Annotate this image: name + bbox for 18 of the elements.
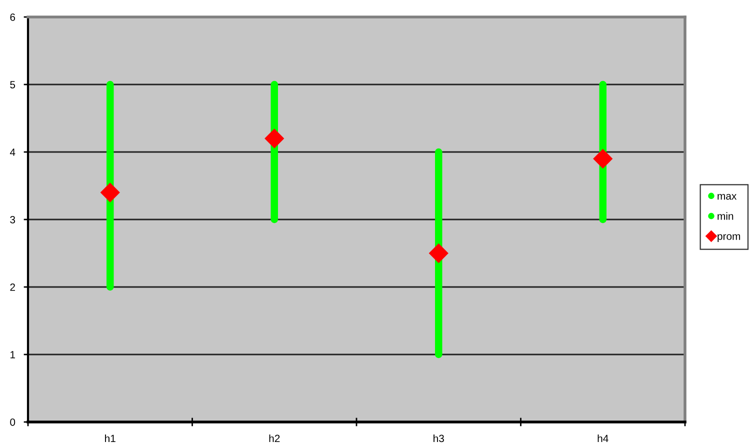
y-tick-label: 2 (10, 284, 15, 291)
point (264, 128, 284, 148)
point (428, 243, 448, 264)
y-tick-label: 0 (10, 418, 16, 426)
y-tick-label: 3 (10, 216, 16, 224)
x-tick-label: h1 (105, 434, 116, 442)
x-tick-label: h4 (598, 434, 608, 442)
x-tick-label: h2 (269, 434, 280, 442)
legend-label: max (718, 194, 737, 200)
y-tick-label: 5 (10, 81, 16, 88)
point (593, 148, 613, 169)
point (100, 182, 120, 202)
x-tick-label: h3 (434, 434, 444, 442)
y-tick-label: 4 (10, 148, 16, 156)
legend-label: prom (718, 234, 740, 242)
y-tick-label: 1 (10, 351, 15, 358)
y-tick-label: 6 (10, 14, 16, 21)
legend-label: min (718, 212, 734, 220)
